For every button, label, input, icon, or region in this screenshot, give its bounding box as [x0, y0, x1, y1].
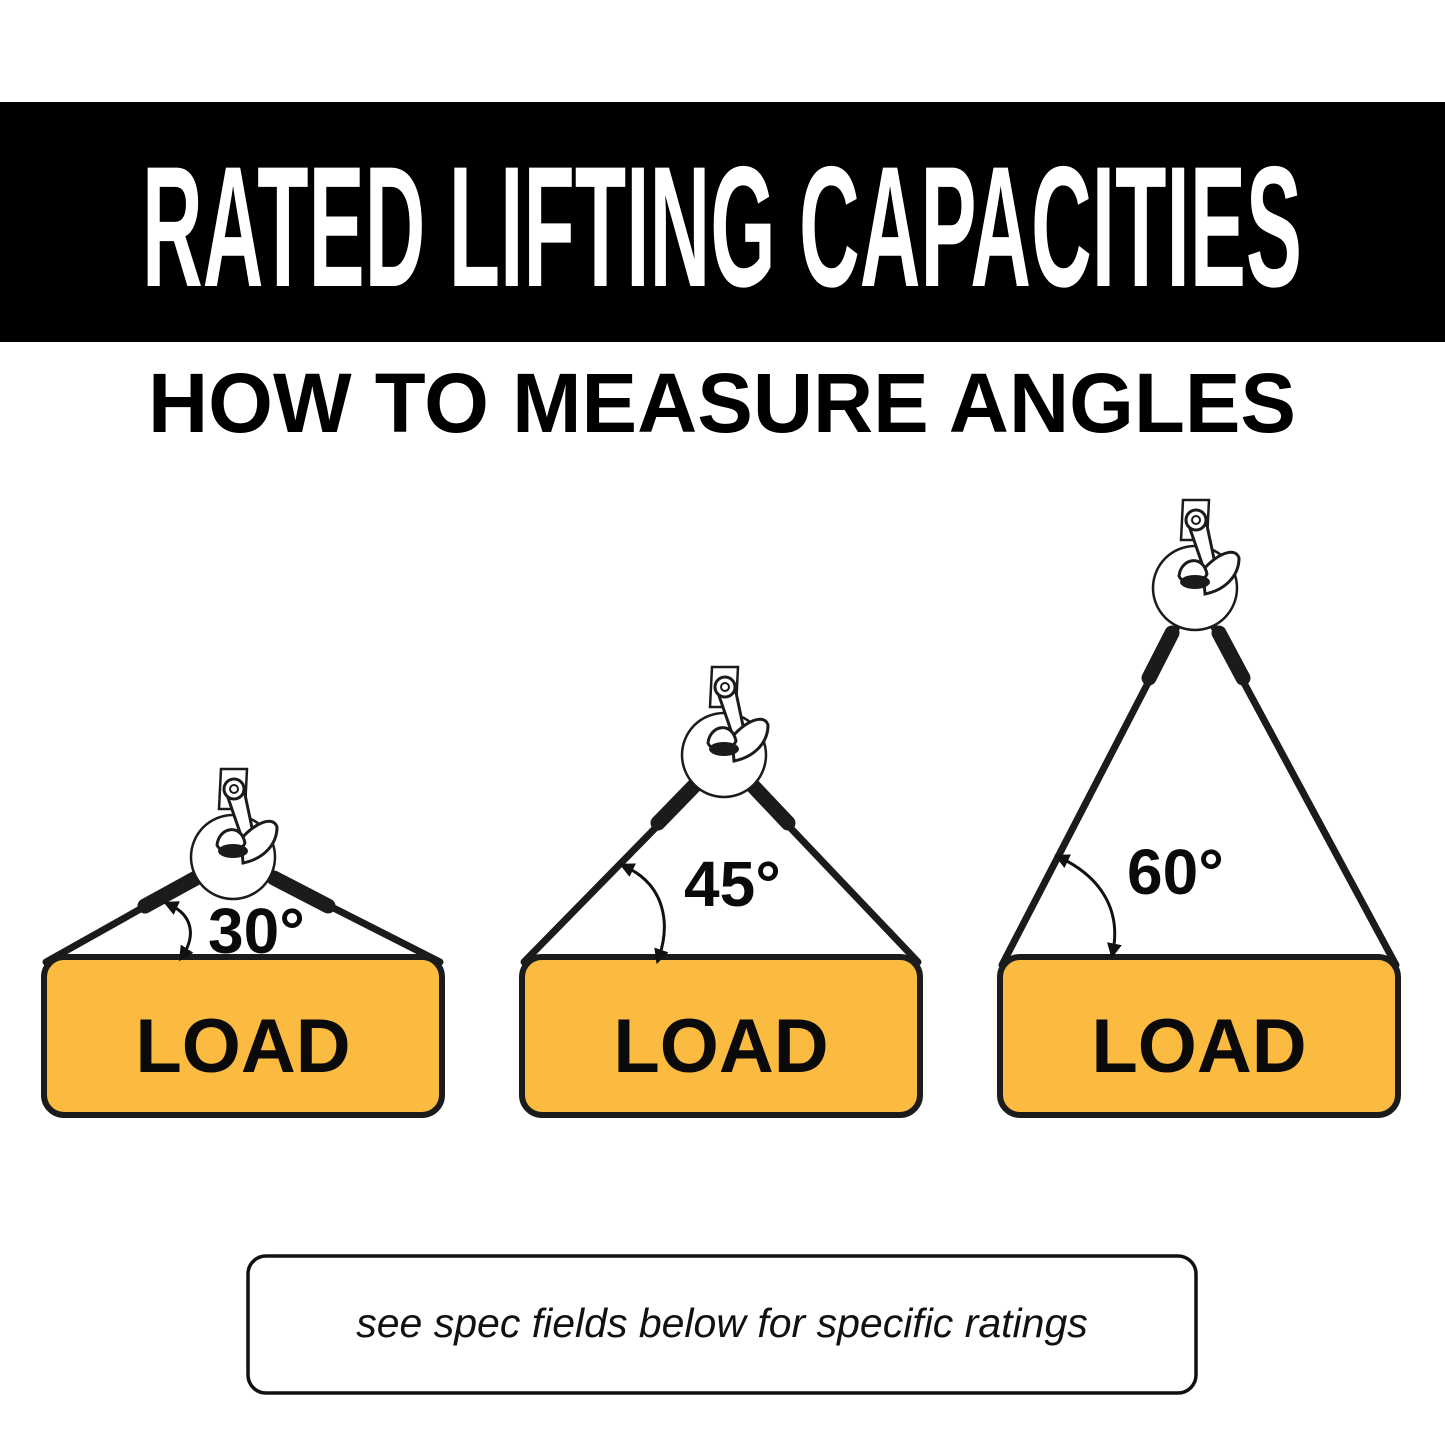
- sling-sleeve: [1211, 625, 1251, 686]
- note-text: see spec fields below for specific ratin…: [356, 1300, 1088, 1346]
- sling-sleeve: [137, 870, 204, 914]
- angle-arrow-icon: [163, 901, 194, 962]
- crane-hook-icon: [680, 665, 770, 799]
- load-label: LOAD: [613, 1004, 828, 1089]
- angle-label: 45°: [684, 848, 781, 920]
- load-box: [41, 954, 445, 1118]
- sling-diagram-30: 30° LOAD: [41, 767, 445, 1118]
- page-subtitle: HOW TO MEASURE ANGLES: [148, 356, 1296, 450]
- angle-arrow-icon: [619, 863, 669, 965]
- sling-sleeve: [1141, 625, 1180, 686]
- sling-sleeve: [266, 870, 336, 914]
- note-box: [246, 1254, 1198, 1395]
- sling-sleeve: [650, 778, 702, 831]
- sling-diagram-45: 45° LOAD: [519, 665, 923, 1118]
- angle-arrow-icon: [1054, 854, 1122, 959]
- sling-diagram-60: 60° LOAD: [997, 498, 1401, 1118]
- load-label: LOAD: [135, 1004, 350, 1089]
- sling-sleeve: [745, 778, 796, 831]
- crane-hook-icon: [189, 767, 279, 901]
- load-label: LOAD: [1091, 1004, 1306, 1089]
- load-box: [519, 954, 923, 1118]
- header-bar: [0, 102, 1445, 342]
- load-box: [997, 954, 1401, 1118]
- crane-hook-icon: [1151, 498, 1241, 632]
- angle-label: 30°: [208, 895, 305, 967]
- angle-label: 60°: [1127, 836, 1224, 908]
- page-title: RATED LIFTING CAPACITIES: [142, 131, 1302, 323]
